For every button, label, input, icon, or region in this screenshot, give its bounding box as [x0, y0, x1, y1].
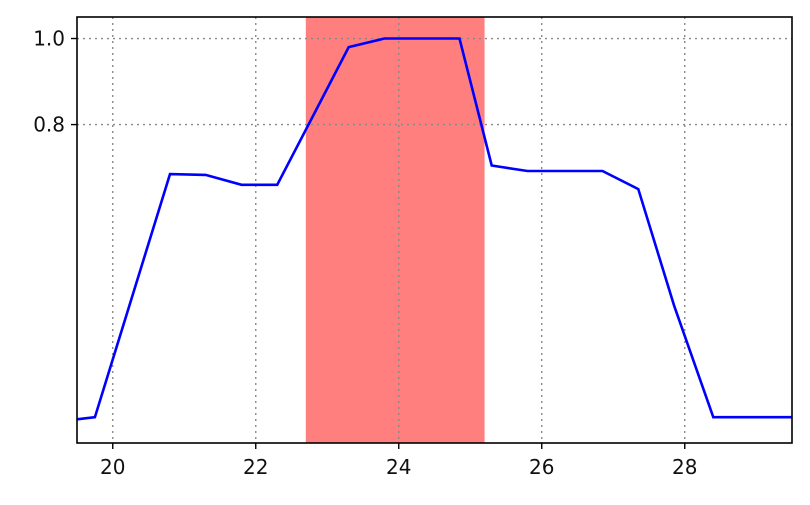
y-tick-label-0: 0.8: [33, 113, 65, 137]
x-tick-label-4: 28: [672, 455, 697, 479]
x-tick-label-2: 24: [386, 455, 411, 479]
y-tick-label-1: 1.0: [33, 27, 65, 51]
grid-layer: [77, 17, 792, 443]
x-tick-label-1: 22: [243, 455, 268, 479]
series-line-0: [76, 37, 792, 421]
highlight-band-layer: [305, 17, 485, 443]
x-axis-ticks: 20 22 24 26 28: [100, 443, 697, 479]
plot-frame: [76, 16, 793, 444]
x-tick-label-3: 26: [529, 455, 554, 479]
series-layer: [76, 37, 792, 421]
x-tick-label-0: 20: [100, 455, 125, 479]
y-axis-ticks: 0.8 1.0: [33, 27, 77, 137]
highlight-band: [305, 17, 485, 443]
